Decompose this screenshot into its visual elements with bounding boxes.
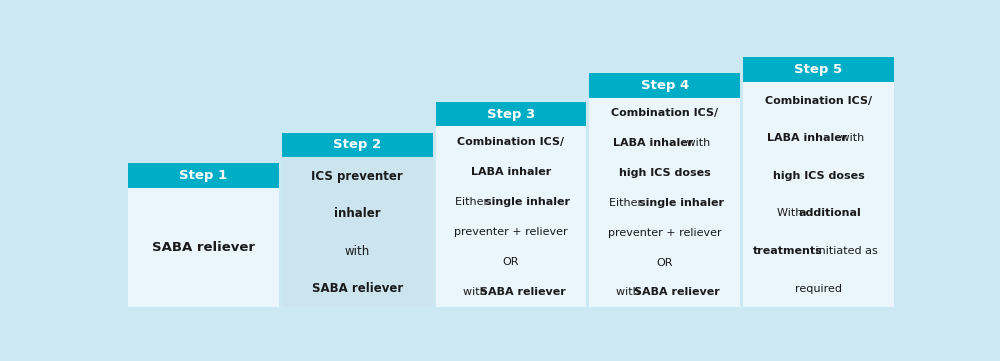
Text: with: with	[616, 287, 644, 297]
Bar	[589, 98, 740, 308]
Bar	[436, 102, 586, 126]
Text: with: with	[683, 138, 710, 148]
Text: inhaler: inhaler	[334, 207, 381, 220]
Bar	[128, 164, 279, 188]
Text: SABA reliever: SABA reliever	[312, 282, 403, 295]
Text: OR: OR	[656, 257, 673, 268]
Text: high ICS doses: high ICS doses	[619, 168, 711, 178]
Text: initiated as: initiated as	[812, 246, 878, 256]
Bar	[589, 73, 740, 98]
Bar	[282, 157, 433, 308]
Text: Combination ICS/: Combination ICS/	[765, 96, 872, 106]
Text: With: With	[777, 208, 806, 218]
Text: high ICS doses: high ICS doses	[773, 171, 864, 181]
Text: SABA reliever: SABA reliever	[480, 287, 566, 297]
Text: single inhaler: single inhaler	[485, 197, 570, 207]
Bar	[125, 308, 900, 321]
Text: Step 2: Step 2	[333, 139, 381, 152]
Text: Step 5: Step 5	[794, 63, 843, 76]
Text: Either: Either	[455, 197, 492, 207]
Text: single inhaler: single inhaler	[639, 198, 724, 208]
Bar	[282, 132, 433, 157]
Bar	[436, 126, 586, 308]
Text: OR: OR	[503, 257, 519, 267]
Text: Step 1: Step 1	[179, 169, 227, 182]
Text: SABA reliever: SABA reliever	[634, 287, 719, 297]
Text: required: required	[795, 284, 842, 293]
Text: preventer + reliever: preventer + reliever	[454, 227, 568, 237]
Text: Step 3: Step 3	[487, 108, 535, 121]
Text: with: with	[463, 287, 490, 297]
Text: Combination ICS/: Combination ICS/	[611, 108, 718, 118]
Text: Either: Either	[609, 198, 646, 208]
Text: with: with	[345, 245, 370, 258]
Text: SABA reliever: SABA reliever	[152, 241, 255, 254]
Text: additional: additional	[799, 208, 862, 218]
Bar	[743, 82, 894, 308]
Text: Step 4: Step 4	[641, 79, 689, 92]
Text: treatments: treatments	[753, 246, 823, 256]
Text: ICS preventer: ICS preventer	[311, 170, 403, 183]
Text: LABA inhaler: LABA inhaler	[471, 167, 551, 177]
Text: Combination ICS/: Combination ICS/	[457, 136, 565, 147]
Text: LABA inhaler: LABA inhaler	[613, 138, 693, 148]
Text: with: with	[837, 133, 864, 143]
Bar	[128, 188, 279, 308]
Text: preventer + reliever: preventer + reliever	[608, 228, 722, 238]
Bar	[743, 57, 894, 82]
Text: LABA inhaler: LABA inhaler	[767, 133, 847, 143]
